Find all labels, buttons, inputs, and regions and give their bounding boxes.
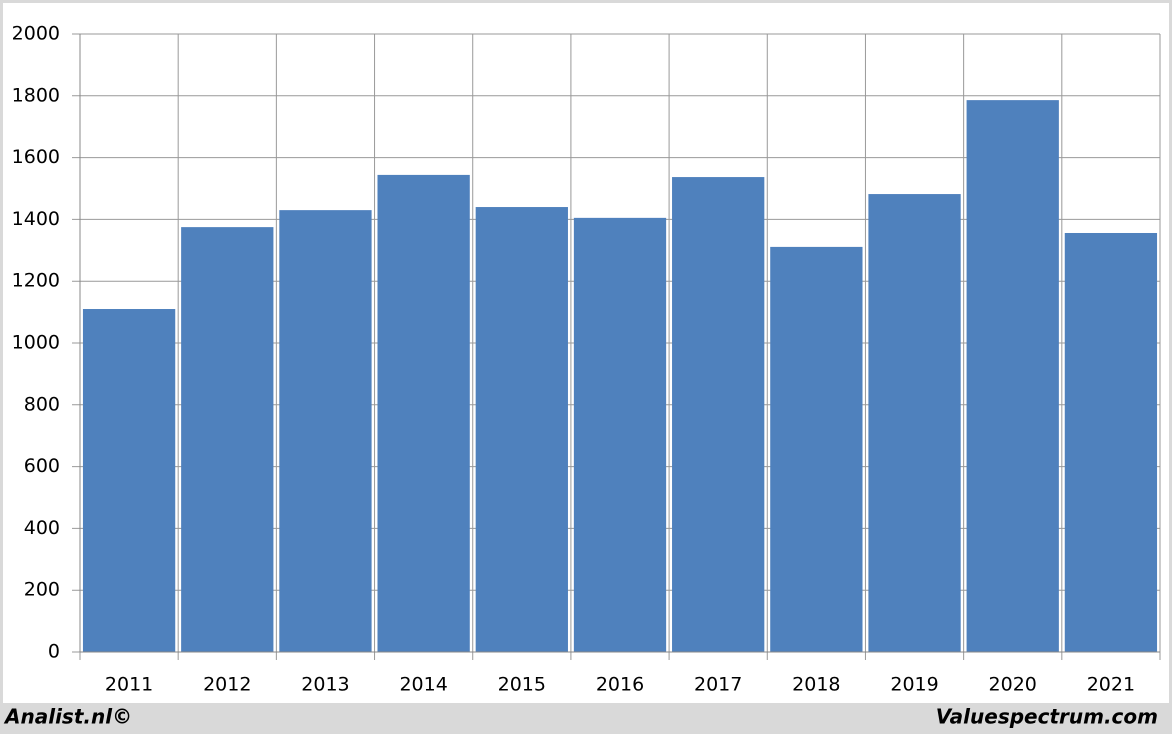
y-tick-label: 200	[24, 579, 60, 601]
bar	[868, 194, 961, 652]
y-tick-label: 600	[24, 455, 60, 477]
footer-left: Analist.nl©	[3, 705, 132, 729]
y-tick-label: 1400	[12, 208, 60, 230]
bar	[475, 207, 568, 653]
bar	[966, 100, 1059, 653]
x-tick-label: 2017	[694, 674, 742, 696]
y-tick-label: 800	[24, 393, 60, 415]
x-tick-label: 2018	[792, 674, 840, 696]
y-tick-label: 0	[48, 641, 60, 663]
bar	[672, 177, 765, 652]
bar	[770, 246, 863, 652]
x-tick-label: 2013	[301, 674, 349, 696]
x-tick-label: 2012	[203, 674, 251, 696]
bar	[573, 217, 667, 653]
x-tick-label: 2019	[890, 674, 938, 696]
y-tick-label: 2000	[12, 23, 60, 45]
x-tick-label: 2021	[1087, 674, 1135, 696]
y-tick-label: 1200	[12, 270, 60, 292]
bar	[82, 309, 176, 652]
y-tick-label: 1000	[12, 332, 60, 354]
x-tick-label: 2014	[399, 674, 447, 696]
x-tick-label: 2020	[989, 674, 1037, 696]
y-tick-label: 1800	[12, 84, 60, 106]
bar	[1064, 232, 1158, 652]
x-tick-label: 2016	[596, 674, 644, 696]
y-tick-label: 1600	[12, 146, 60, 168]
x-tick-label: 2015	[498, 674, 546, 696]
bar	[279, 210, 372, 652]
x-tick-label: 2011	[105, 674, 153, 696]
footer-right: Valuespectrum.com	[936, 705, 1158, 729]
y-tick-label: 400	[24, 517, 60, 539]
bar	[181, 227, 274, 652]
bar	[377, 174, 470, 653]
